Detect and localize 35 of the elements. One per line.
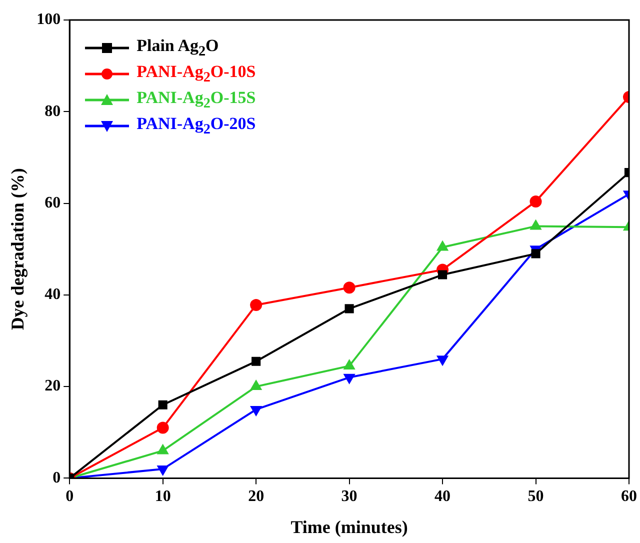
- point: [250, 299, 262, 311]
- x-axis-title: Time (minutes): [290, 516, 408, 537]
- y-tick-label: 40: [44, 286, 61, 304]
- x-tick-label: 40: [434, 488, 451, 505]
- y-tick-label: 60: [44, 194, 61, 212]
- x-tick-label: 50: [528, 488, 544, 505]
- point: [438, 270, 448, 280]
- point: [344, 360, 355, 370]
- x-tick-label: 60: [621, 488, 637, 505]
- point: [343, 282, 356, 294]
- x-tick-label: 0: [66, 488, 74, 505]
- point: [344, 304, 354, 314]
- y-tick-label: 80: [44, 102, 61, 120]
- y-axis-title: Dye degradation (%): [7, 168, 28, 330]
- y-tick-label: 100: [36, 11, 61, 28]
- point: [158, 444, 168, 454]
- point: [250, 406, 262, 416]
- legend-label: PANI-Ag$_{2}$O-20S: [136, 114, 256, 138]
- point: [531, 249, 540, 258]
- legend-label: PANI-Ag$_{2}$O-10S: [136, 62, 256, 86]
- legend-label: Plain Ag$_{2}$O: [136, 36, 219, 60]
- y-tick-label: 20: [44, 378, 61, 395]
- x-tick-label: 10: [154, 488, 171, 505]
- point: [344, 374, 355, 384]
- point: [158, 400, 168, 410]
- point: [250, 380, 262, 390]
- x-tick-label: 30: [341, 488, 358, 505]
- point: [156, 422, 169, 434]
- point: [530, 195, 542, 208]
- point: [437, 241, 448, 251]
- x-tick-label: 20: [248, 488, 264, 505]
- point: [252, 356, 261, 366]
- y-tick-label: 0: [52, 469, 61, 486]
- point: [530, 220, 542, 230]
- legend-label: PANI-Ag$_{2}$O-15S: [136, 88, 256, 112]
